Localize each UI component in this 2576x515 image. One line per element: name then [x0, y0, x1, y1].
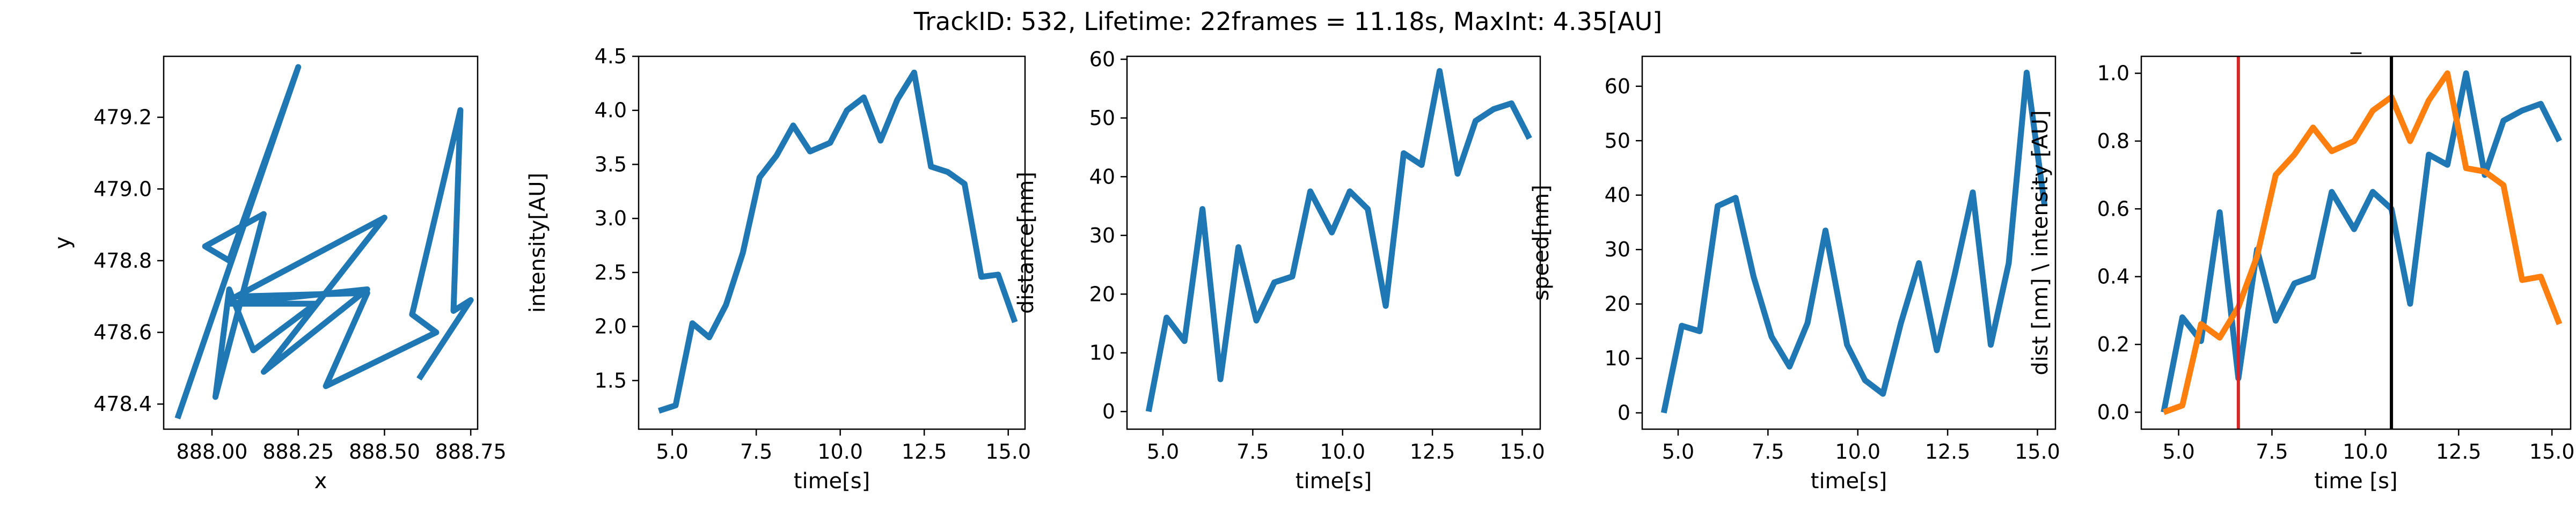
chart-3-ytick-label: 0 [1102, 400, 1115, 423]
chart-1-ytick-label: 478.6 [93, 321, 152, 344]
chart-4-ytick-label: 60 [1605, 75, 1630, 98]
chart-5-ytick-label: 0.0 [2097, 400, 2129, 424]
chart-2-ytick-label: 2.0 [595, 315, 627, 339]
chart-1-axes-frame [163, 55, 479, 430]
chart-4-xtick-label: 12.5 [1925, 440, 1971, 464]
chart-1-ytick-label: 479.0 [93, 177, 152, 201]
chart-3-xtick-label: 15.0 [1499, 440, 1545, 464]
chart-2-ytick-label: 4.0 [595, 99, 627, 122]
chart-4-xtick-label: 10.0 [1835, 440, 1880, 464]
chart-3: 5.0 7.5 10.0 12.5 15.0 0 10 20 30 40 50 60 time[s] di… [1014, 47, 1545, 494]
chart-3-ytick-label: 60 [1089, 47, 1115, 71]
chart-4-ylabel: speed[nm] [1529, 185, 1554, 300]
chart-2-ytick-label: 3.0 [595, 207, 627, 230]
chart-5-ytick-label: 0.4 [2097, 265, 2129, 289]
chart-2-series-1-line [657, 69, 1018, 414]
chart-5-ytick-label: 0.8 [2097, 129, 2129, 153]
chart-2-xtick-label: 5.0 [656, 440, 688, 464]
chart-3-xtick-label: 12.5 [1410, 440, 1455, 464]
chart-1-xtick-label: 888.00 [177, 440, 248, 464]
chart-5-title: _ [2350, 30, 2362, 54]
chart-5-xtick-label: 10.0 [2343, 440, 2388, 464]
chart-4-xlabel: time[s] [1811, 469, 1887, 494]
chart-3-ytick-label: 20 [1089, 282, 1115, 306]
chart-1-xlabel: x [314, 469, 327, 494]
chart-2-ytick-label: 2.5 [595, 261, 627, 284]
chart-5-ytick-label: 0.2 [2097, 333, 2129, 356]
chart-2-ylabel: intensity[AU] [525, 173, 550, 313]
chart-2-xtick-label: 12.5 [902, 440, 947, 464]
chart-4-ytick-label: 30 [1605, 238, 1630, 261]
chart-1-ytick-label: 478.4 [93, 392, 152, 416]
chart-1-xtick-label: 888.50 [349, 440, 420, 464]
chart-3-xlabel: time[s] [1296, 469, 1372, 494]
chart-1: 888.00 888.25 888.50 888.75 478.4 478.6 478.8 4… [50, 55, 507, 494]
chart-1-ytick-label: 479.2 [93, 106, 152, 129]
chart-4-xtick-label: 5.0 [1662, 440, 1694, 464]
chart-5: 5.0 7.5 10.0 12.5 15.0 0.0 0.2 0.4 0.6 0.8 1.0 time… [2028, 30, 2575, 494]
chart-1-xtick-label: 888.25 [262, 440, 334, 464]
chart-4: 5.0 7.5 10.0 12.5 15.0 0 10 20 30 40 50 60 time[s] sp… [1529, 55, 2060, 494]
chart-5-ytick-label: 1.0 [2097, 62, 2129, 85]
chart-1-xtick-label: 888.75 [435, 440, 507, 464]
chart-5-axes-frame [2140, 55, 2572, 430]
chart-5-xtick-label: 5.0 [2162, 440, 2194, 464]
figure-suptitle: TrackID: 532, Lifetime: 22frames = 11.18… [913, 7, 1663, 36]
chart-2: 5.0 7.5 10.0 12.5 15.0 1.5 2.0 2.5 3.0 3.5 4.0 4.5 t… [525, 45, 1031, 494]
chart-2-xtick-label: 10.0 [817, 440, 863, 464]
chart-3-ytick-label: 30 [1089, 224, 1115, 247]
chart-4-axes-frame [1641, 55, 2057, 430]
chart-3-xtick-label: 7.5 [1236, 440, 1269, 464]
chart-3-ytick-label: 50 [1089, 106, 1115, 130]
chart-4-series-1-line [1660, 69, 2048, 414]
chart-2-axes-frame [638, 55, 1026, 430]
chart-2-xlabel: time[s] [794, 469, 870, 494]
chart-4-ytick-label: 40 [1605, 183, 1630, 207]
chart-5-series-2-line [2162, 70, 2563, 415]
chart-2-ytick-label: 4.5 [595, 45, 627, 68]
chart-3-ylabel: distance[nm] [1014, 172, 1038, 314]
chart-2-xtick-label: 7.5 [740, 440, 772, 464]
chart-2-ytick-label: 3.5 [595, 152, 627, 176]
chart-4-xtick-label: 7.5 [1752, 440, 1784, 464]
chart-4-ytick-label: 20 [1605, 292, 1630, 316]
chart-3-ytick-label: 40 [1089, 165, 1115, 188]
chart-4-ytick-label: 50 [1605, 129, 1630, 152]
chart-4-ytick-label: 10 [1605, 347, 1630, 370]
chart-2-xtick-label: 15.0 [985, 440, 1031, 464]
chart-3-axes-frame [1126, 55, 1541, 430]
chart-3-ytick-label: 10 [1089, 341, 1115, 365]
chart-1-series-1-line [174, 64, 474, 420]
chart-5-ytick-label: 0.6 [2097, 197, 2129, 220]
axes-container: 888.00 888.25 888.50 888.75 478.4 478.6 478.8 4… [50, 30, 2575, 494]
chart-5-ylabel: dist [nm] \ intensity [AU] [2028, 110, 2053, 375]
chart-4-xtick-label: 15.0 [2015, 440, 2060, 464]
chart-4-ytick-label: 0 [1618, 401, 1630, 425]
chart-1-ytick-label: 478.8 [93, 249, 152, 273]
chart-2-ytick-label: 1.5 [595, 369, 627, 392]
chart-1-ylabel: y [50, 237, 75, 249]
chart-5-xlabel: time [s] [2314, 469, 2397, 494]
chart-3-xtick-label: 5.0 [1147, 440, 1179, 464]
chart-3-xtick-label: 10.0 [1320, 440, 1365, 464]
chart-5-series-1-line [2161, 70, 2563, 413]
chart-3-series-1-line [1145, 68, 1532, 413]
chart-5-xtick-label: 15.0 [2529, 440, 2575, 464]
chart-5-xtick-label: 12.5 [2436, 440, 2482, 464]
chart-5-xtick-label: 7.5 [2256, 440, 2288, 464]
